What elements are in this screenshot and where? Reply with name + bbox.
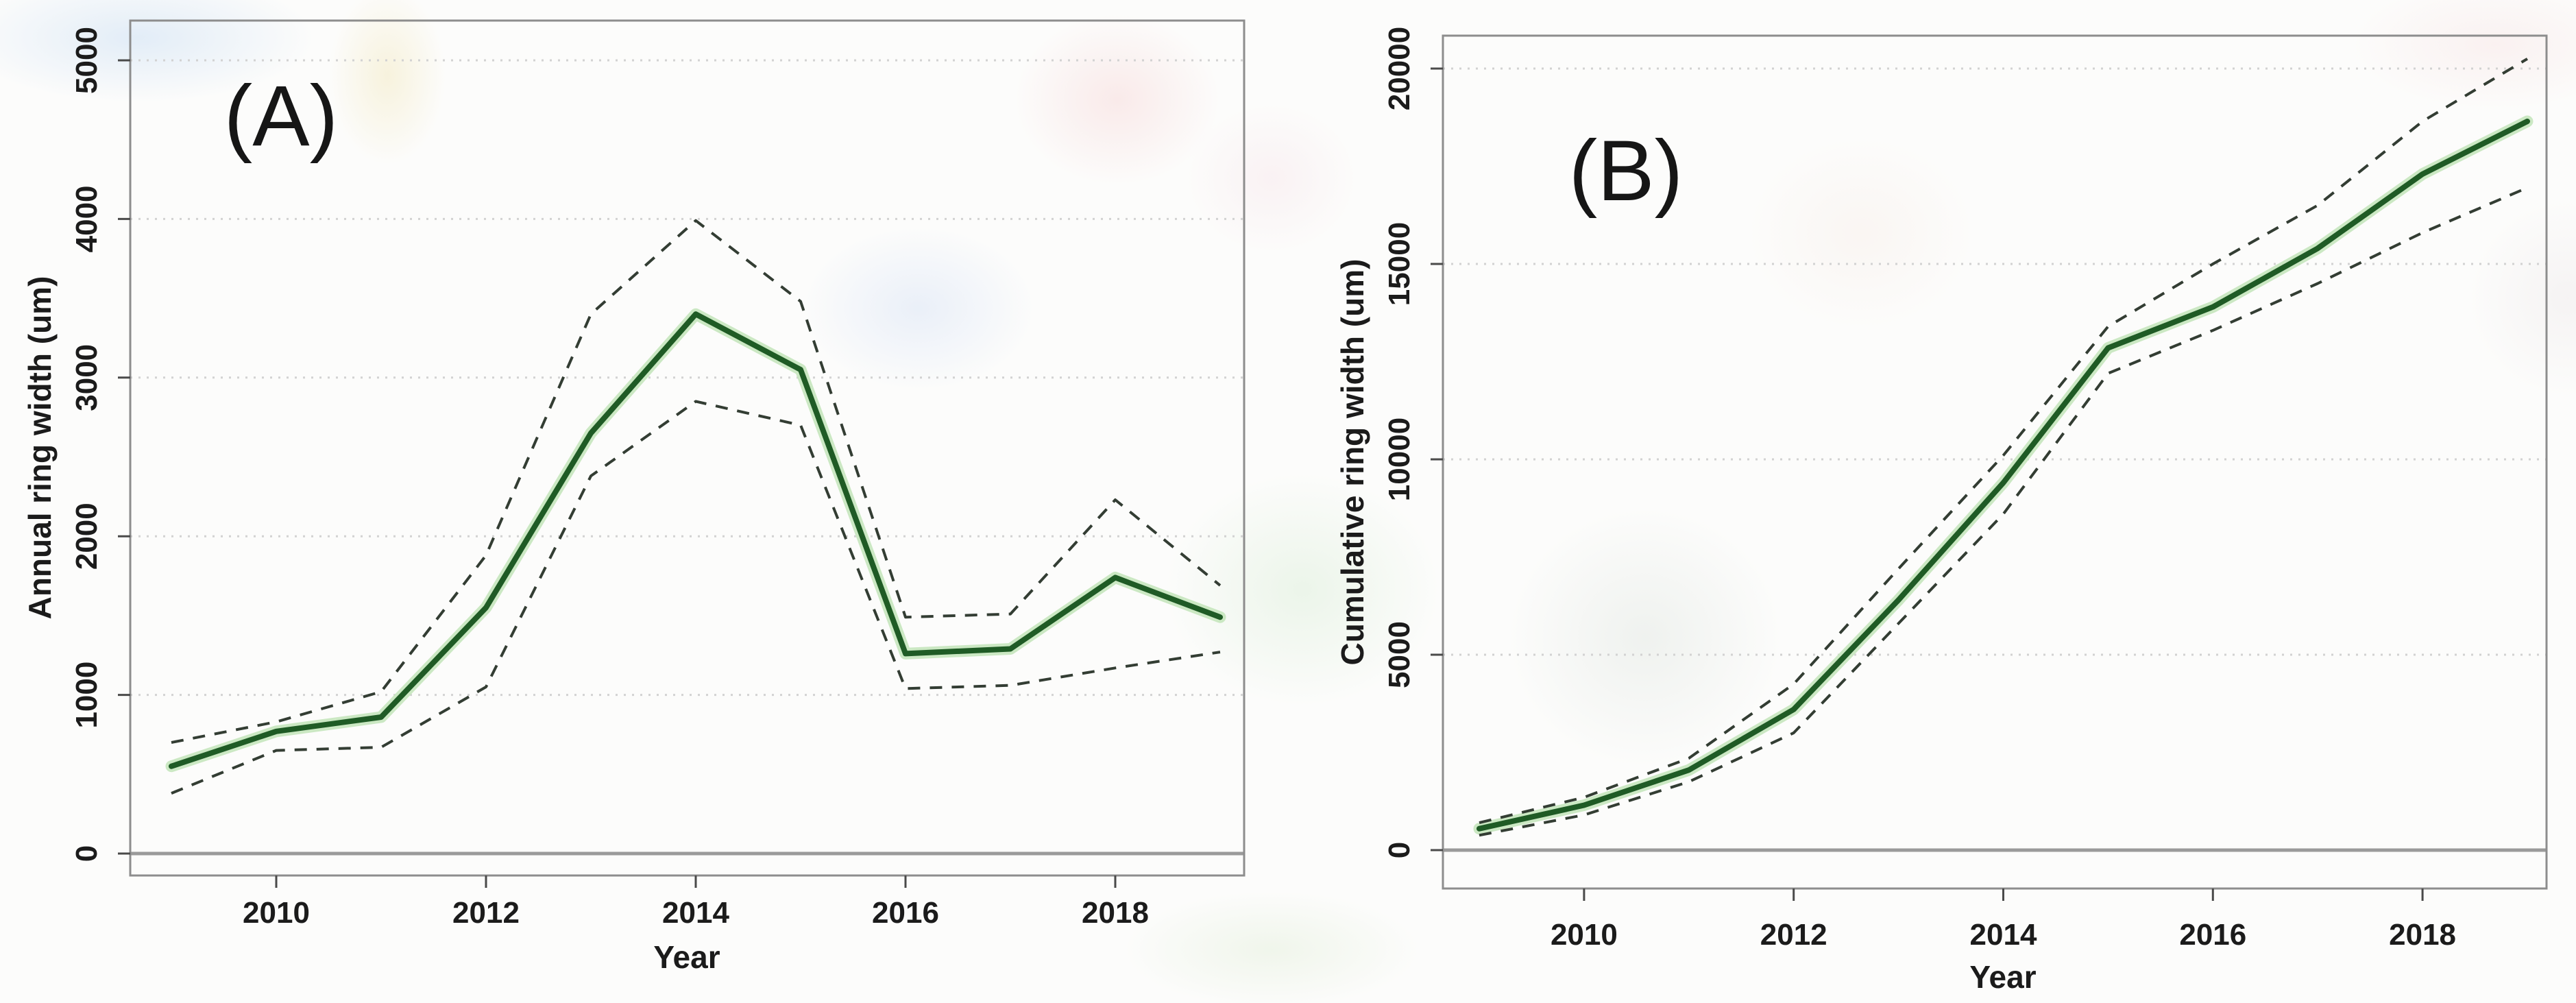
x-tick-label: 2010 xyxy=(1551,918,1618,952)
x-tick-label: 2016 xyxy=(872,896,939,930)
panel-label: (A) xyxy=(224,69,339,164)
x-tick-label: 2014 xyxy=(662,896,729,930)
x-tick-label: 2018 xyxy=(1082,896,1149,930)
y-tick-label: 0 xyxy=(1383,842,1416,858)
x-axis-title: Year xyxy=(653,939,720,975)
y-tick-label: 1000 xyxy=(70,662,104,729)
x-tick-label: 2014 xyxy=(1970,918,2037,952)
mean-line xyxy=(169,311,1223,769)
y-tick-label: 20000 xyxy=(1383,27,1416,110)
plot-box xyxy=(1442,34,2548,890)
y-tick-label: 15000 xyxy=(1383,222,1416,306)
y-tick-label: 5000 xyxy=(70,27,104,94)
y-tick-label: 4000 xyxy=(70,185,104,252)
mean-line-halo xyxy=(165,308,1226,773)
lower-ci-line xyxy=(171,400,1221,795)
y-tick-label: 2000 xyxy=(70,503,104,570)
y-tick-label: 3000 xyxy=(70,344,104,411)
panel-label: (B) xyxy=(1569,123,1684,219)
x-tick-label: 2018 xyxy=(2389,918,2456,952)
mean-line xyxy=(1477,119,2530,832)
x-tick-label: 2012 xyxy=(452,896,520,930)
x-axis-title: Year xyxy=(1969,959,2036,995)
panel-cumulative-ring-width: 2010 2012 2014 2016 2018 0 5000 10000 15000 20000… xyxy=(1335,27,2548,995)
y-tick-label: 0 xyxy=(70,845,104,862)
mean-line-halo xyxy=(1473,115,2534,835)
upper-ci-line xyxy=(171,219,1222,744)
x-tick-label: 2016 xyxy=(2179,918,2246,952)
plot-box xyxy=(129,19,1246,877)
y-axis-title: Cumulative ring width (um) xyxy=(1335,259,1370,666)
x-tick-label: 2010 xyxy=(243,896,310,930)
y-axis-title: Annual ring width (um) xyxy=(22,276,58,620)
upper-ci-line xyxy=(1479,58,2529,825)
panel-annual-ring-width: 2010 2012 2014 2016 2018 0 1000 2000 3000 4000 500… xyxy=(22,19,1246,975)
y-tick-label: 5000 xyxy=(1383,621,1416,688)
x-tick-label: 2012 xyxy=(1760,918,1827,952)
lower-ci-line xyxy=(1479,186,2528,837)
y-tick-label: 10000 xyxy=(1383,418,1416,501)
